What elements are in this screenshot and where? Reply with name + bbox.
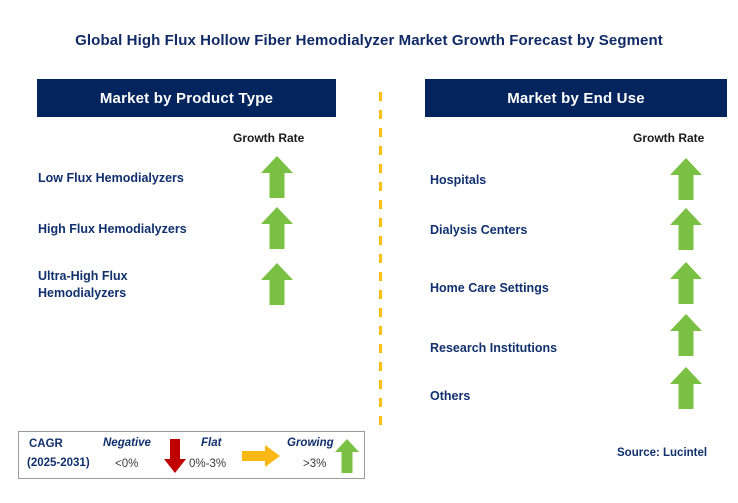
segment-label: Others (430, 389, 471, 403)
legend-value-negative: <0% (115, 458, 139, 470)
arrow-right-icon (241, 440, 281, 472)
legend-value-growing: >3% (303, 458, 327, 470)
list-item: Low Flux Hemodialyzers (38, 170, 253, 187)
list-item: High Flux Hemodialyzers (38, 221, 253, 238)
arrow-up-icon (255, 206, 299, 250)
panel-header-label: Market by End Use (507, 89, 645, 107)
panel-header-end-use: Market by End Use (425, 79, 727, 117)
segment-label: Hospitals (430, 173, 487, 187)
segment-label: Dialysis Centers (430, 223, 528, 237)
arrow-down-icon (160, 438, 190, 474)
arrow-up-icon (255, 155, 299, 199)
segment-label: Research Institutions (430, 341, 558, 355)
legend-term-flat: Flat (201, 437, 222, 449)
legend-term-negative: Negative (103, 437, 151, 449)
arrow-up-icon (664, 261, 708, 305)
page-title: Global High Flux Hollow Fiber Hemodialyz… (75, 32, 663, 49)
list-item: Hospitals (430, 172, 640, 189)
arrow-up-icon (664, 366, 708, 410)
legend-term-growing: Growing (287, 437, 334, 449)
segment-label: Ultra-High Flux Hemodialyzers (38, 269, 128, 300)
arrow-up-icon (664, 313, 708, 357)
legend-value-flat: 0%-3% (189, 458, 227, 470)
panel-header-label: Market by Product Type (99, 89, 274, 107)
list-item: Ultra-High Flux Hemodialyzers (38, 268, 188, 302)
segment-label: High Flux Hemodialyzers (38, 222, 187, 236)
arrow-up-icon (333, 438, 361, 474)
arrow-up-icon (255, 262, 299, 306)
list-item: Others (430, 388, 640, 405)
panel-header-product-type: Market by Product Type (37, 79, 336, 117)
source-label: Source: Lucintel (617, 447, 708, 459)
list-item: Research Institutions (430, 340, 640, 357)
legend-cagr-years: (2025-2031) (27, 457, 90, 469)
segment-label: Home Care Settings (430, 281, 549, 295)
growth-rate-label-left: Growth Rate (233, 131, 305, 145)
legend-box: CAGR (2025-2031) Negative <0% Flat 0%-3%… (18, 431, 365, 479)
arrow-up-icon (664, 207, 708, 251)
arrow-up-icon (664, 157, 708, 201)
panel-divider (379, 92, 382, 427)
legend-cagr-title: CAGR (29, 438, 63, 450)
list-item: Dialysis Centers (430, 222, 640, 239)
segment-label: Low Flux Hemodialyzers (38, 171, 184, 185)
list-item: Home Care Settings (430, 280, 640, 297)
growth-rate-label-right: Growth Rate (633, 131, 705, 145)
